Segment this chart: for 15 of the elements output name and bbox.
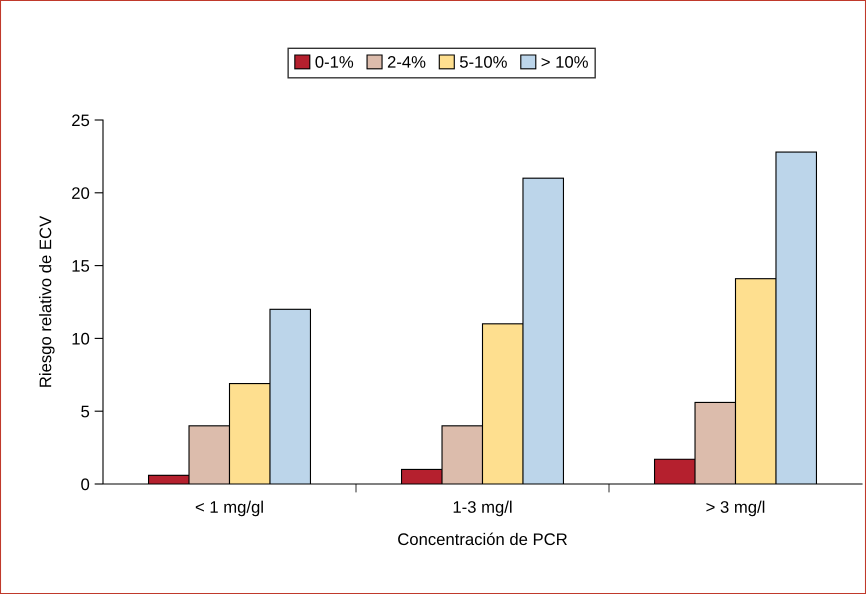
y-tick-label: 10	[72, 332, 90, 345]
y-tick-label: 20	[72, 187, 90, 200]
legend-label: 5-10%	[460, 56, 507, 68]
y-tick-label: 15	[72, 260, 90, 272]
y-axis-title: Riesgo relativo de ECV	[39, 216, 55, 387]
legend-label: 0-1%	[315, 56, 354, 68]
x-tick-label: > 3 mg/l	[706, 500, 764, 516]
y-tick-label: 25	[72, 114, 90, 126]
y-tick-label: 5	[81, 406, 90, 418]
x-tick-label: < 1 mg/gl	[196, 500, 263, 516]
x-axis-title: Concentración de PCR	[398, 532, 567, 546]
legend-label: > 10%	[542, 56, 588, 68]
x-tick-label: 1-3 mg/l	[454, 500, 512, 516]
legend-label: 2-4%	[388, 56, 426, 68]
y-tick-label: 0	[81, 478, 90, 490]
